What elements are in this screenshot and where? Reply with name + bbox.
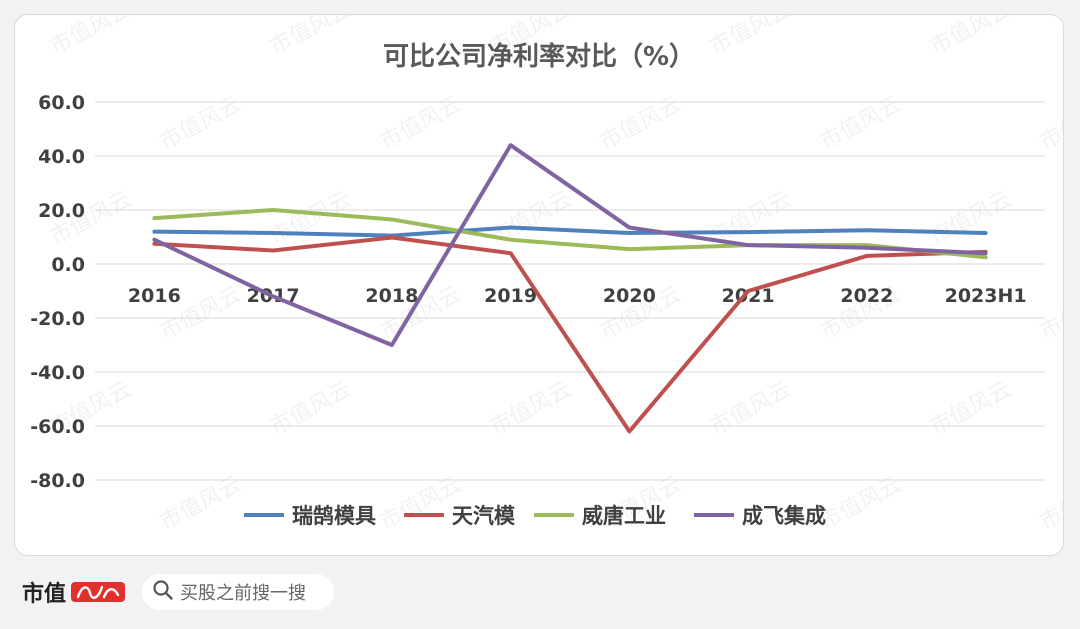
- y-tick-label: 0.0: [51, 254, 85, 276]
- watermark-text: 市值风云: [156, 472, 245, 535]
- y-tick-label: -80.0: [30, 470, 85, 492]
- series-line: [152, 143, 988, 347]
- watermark-text: 市值风云: [46, 15, 135, 60]
- x-tick-label: 2018: [365, 285, 418, 307]
- legend-label: 瑞鹄模具: [292, 504, 376, 528]
- watermark-text: 市值风云: [1036, 92, 1063, 155]
- y-tick-label: 60.0: [38, 92, 85, 114]
- footer-bar: 市值 买股之前搜一搜: [0, 558, 1080, 629]
- y-tick-label: -60.0: [30, 416, 85, 438]
- watermark-text: 市值风云: [156, 92, 245, 155]
- search-icon: [152, 579, 174, 605]
- watermark-text: 市值风云: [596, 92, 685, 155]
- watermark-text: 市值风云: [926, 15, 1015, 60]
- y-tick-label: 40.0: [38, 146, 85, 168]
- chart-card: 市值风云 市值风云 市值风云 市值风云 市值风云 市值风云 市值风云 市值风云 市值风云 市值风云…: [14, 14, 1064, 556]
- brand-text: 市值: [22, 582, 67, 607]
- series-line: [152, 208, 988, 260]
- x-tick-label: 2016: [128, 285, 181, 307]
- watermark-text: 市值风云: [266, 15, 355, 60]
- brand-logo: 市值: [22, 576, 126, 608]
- watermark-text: 市值风云: [1036, 472, 1063, 535]
- watermark-text: 市值风云: [1036, 282, 1063, 345]
- x-tick-label: 2023H1: [945, 285, 1027, 307]
- watermark-text: 市值风云: [706, 15, 795, 60]
- series-lines: [152, 143, 988, 434]
- watermark-text: 市值风云: [376, 92, 465, 155]
- x-tick-label: 2022: [840, 285, 893, 307]
- search-placeholder: 买股之前搜一搜: [180, 583, 306, 604]
- y-axis-ticks: 60.0 40.0 20.0 0.0 -20.0 -40.0 -60.0 -80.0: [30, 92, 85, 492]
- watermark-text: 市值风云: [816, 472, 905, 535]
- watermark-text: 市值风云: [816, 92, 905, 155]
- series-line: [152, 235, 988, 434]
- watermark-text: 市值风云: [706, 377, 795, 440]
- watermark-text: 市值风云: [926, 377, 1015, 440]
- legend-label: 天汽模: [452, 504, 516, 528]
- watermark-text: 市值风云: [266, 187, 355, 250]
- y-tick-label: -20.0: [30, 308, 85, 330]
- y-tick-label: -40.0: [30, 362, 85, 384]
- x-tick-label: 2019: [484, 285, 537, 307]
- watermark-text: 市值风云: [486, 377, 575, 440]
- series-line: [152, 225, 988, 238]
- gridlines: [95, 101, 1045, 481]
- chart-title: 可比公司净利率对比（%）: [383, 41, 695, 72]
- watermark-text: 市值风云: [926, 187, 1015, 250]
- legend-label: 威唐工业: [582, 504, 666, 528]
- feng-yun-logo-icon: [70, 579, 126, 605]
- legend-label: 成飞集成: [742, 504, 826, 528]
- legend: 瑞鹄模具 天汽模 威唐工业 成飞集成: [244, 504, 826, 528]
- y-tick-label: 20.0: [38, 200, 85, 222]
- x-axis-ticks: 2016 2017 2018 2019 2020 2021 2022 2023H1: [128, 285, 1027, 307]
- x-tick-label: 2021: [722, 285, 775, 307]
- x-tick-label: 2020: [603, 285, 656, 307]
- search-box[interactable]: 买股之前搜一搜: [142, 574, 334, 610]
- watermark-text: 市值风云: [266, 377, 355, 440]
